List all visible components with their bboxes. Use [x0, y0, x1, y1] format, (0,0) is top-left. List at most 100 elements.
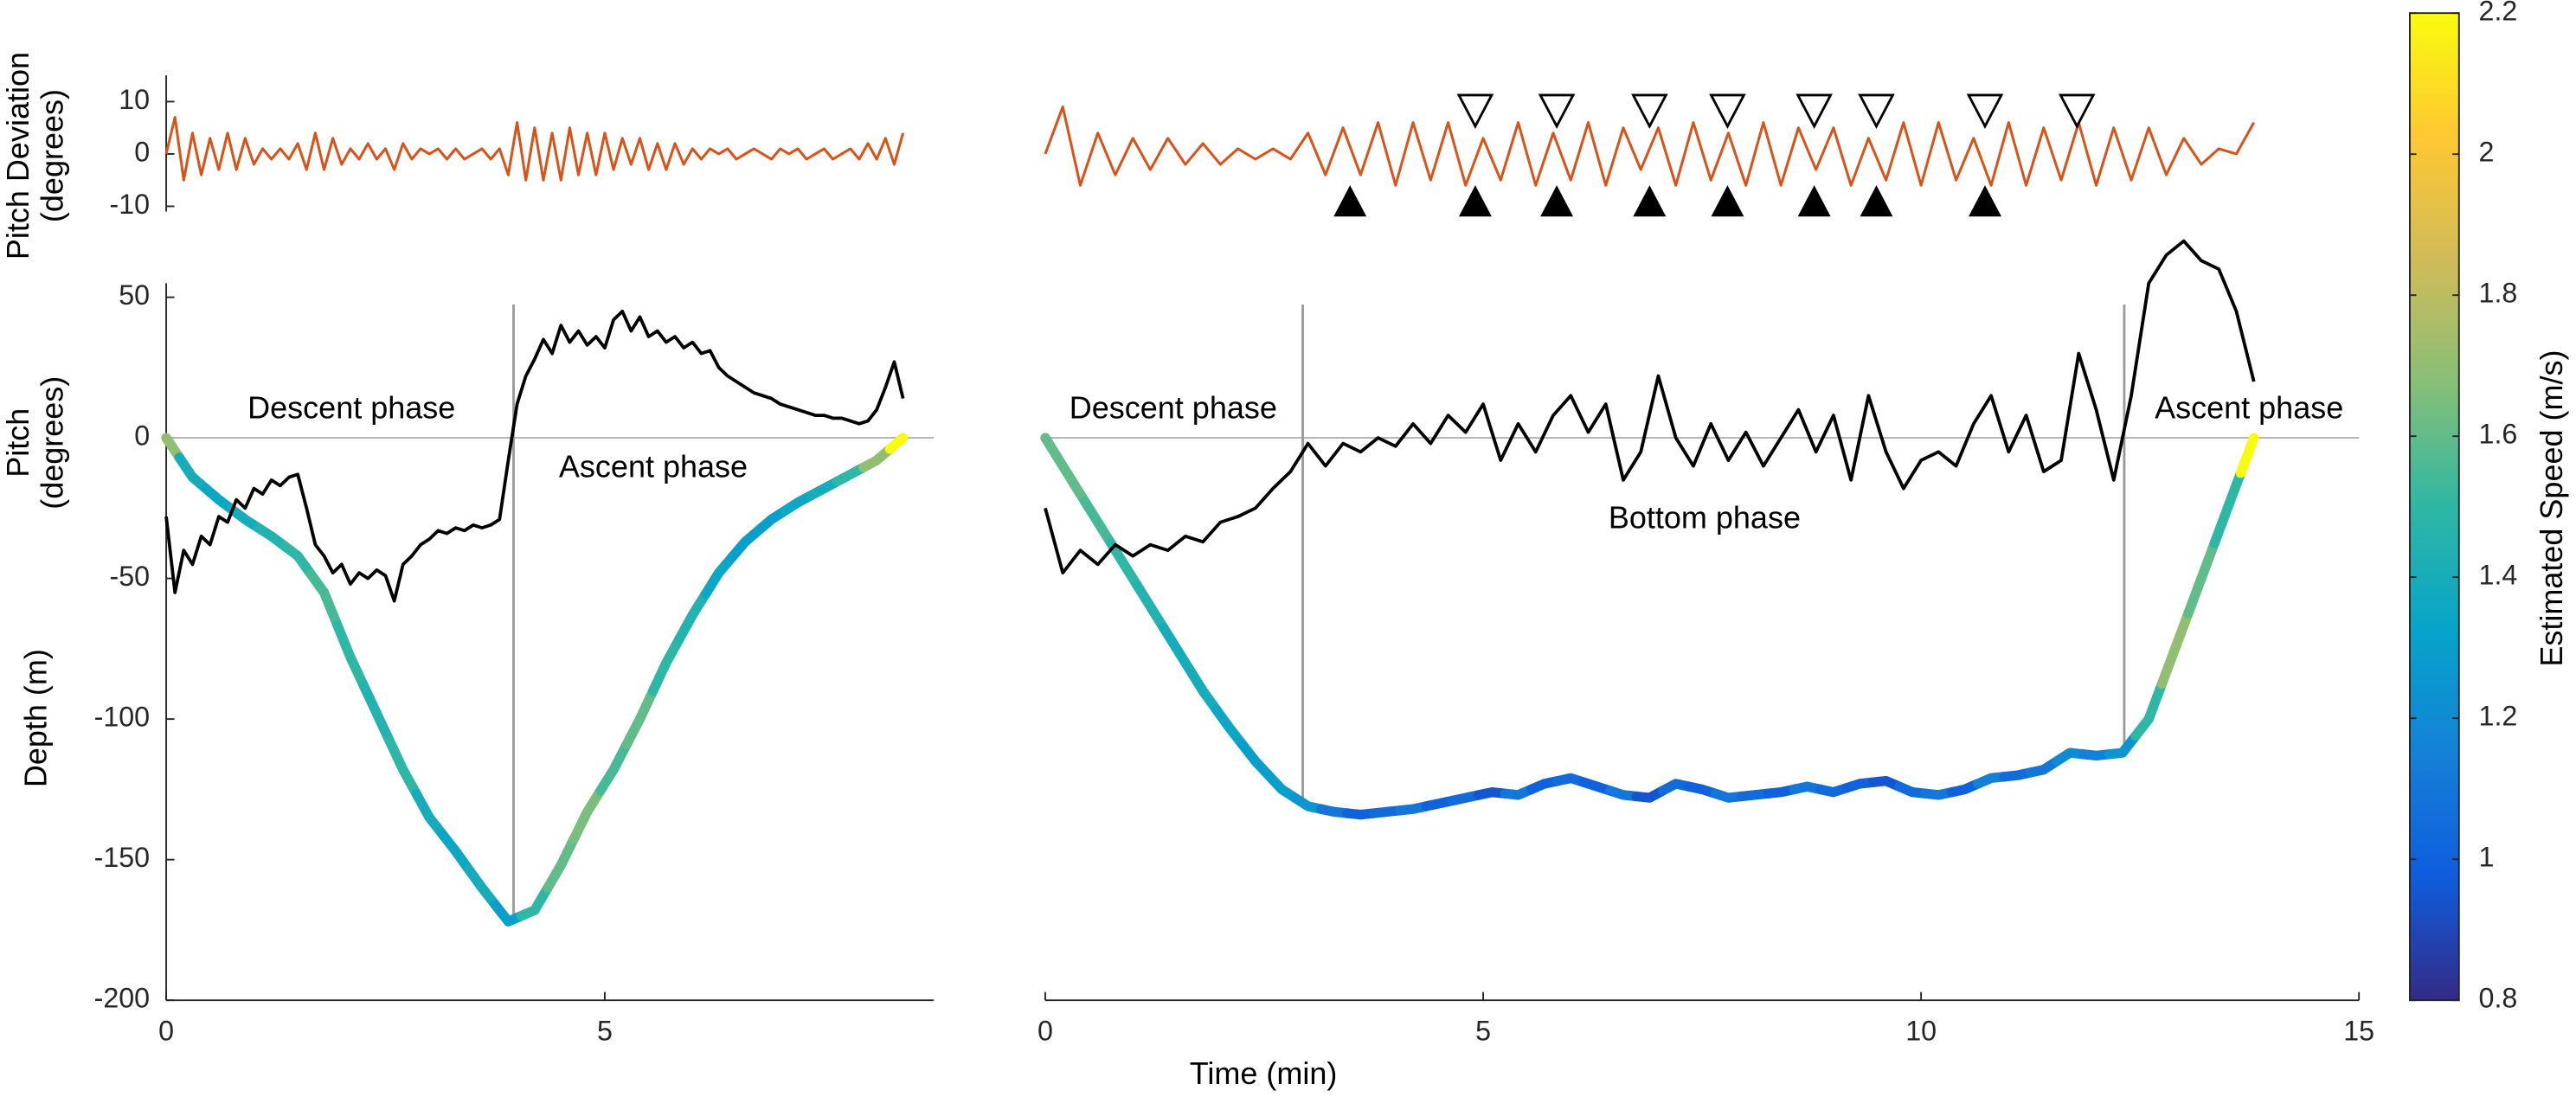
y-axis-label: Depth (m): [18, 649, 54, 787]
depth-segment: [1237, 739, 1274, 780]
depth-segment: [595, 739, 632, 796]
x-axis-label: Time (min): [1190, 1055, 1338, 1091]
x-tick-label: 15: [2343, 1016, 2374, 1047]
phase-annotation: Descent phase: [247, 389, 455, 425]
depth-segment: [384, 736, 421, 799]
depth-segment: [832, 462, 869, 487]
pitch-line: [1044, 239, 2256, 575]
event-filled-marker: [1540, 185, 1574, 217]
colorbar-tick-label: 1: [2479, 842, 2495, 873]
event-open-marker: [2058, 93, 2096, 129]
depth-segment: [569, 786, 606, 844]
depth-segment: [332, 619, 369, 690]
y-axis-label: Pitch Deviation: [0, 52, 35, 260]
event-open-marker: [1538, 93, 1576, 129]
depth-segment: [437, 829, 474, 875]
depth-segment: [253, 523, 290, 551]
depth-segment: [1158, 622, 1195, 675]
colorbar-tick-label: 0.8: [2479, 983, 2518, 1014]
pitch-line: [164, 309, 905, 603]
depth-segment: [1185, 664, 1222, 715]
depth-segment: [700, 552, 737, 600]
dev-y-tick-label: -10: [110, 189, 151, 220]
depth-segment: [884, 433, 909, 454]
depth-segment: [305, 569, 343, 630]
depth-segment: [2183, 538, 2219, 619]
colorbar: [2408, 12, 2460, 1002]
colorbar-tick-label: 2.2: [2479, 0, 2518, 27]
depth-segment: [358, 680, 395, 747]
y-tick-label: 0: [134, 420, 150, 452]
event-open-marker: [1709, 93, 1746, 129]
event-open-marker: [1858, 93, 1895, 129]
event-filled-marker: [1711, 185, 1744, 217]
depth-segment: [858, 444, 896, 472]
colorbar-tick-label: 1.8: [2479, 278, 2518, 309]
y-axis-label: Pitch: [0, 408, 35, 478]
y-tick-label: -50: [110, 561, 151, 592]
phase-annotation: Bottom phase: [1609, 499, 1801, 535]
depth-segment: [2156, 608, 2194, 690]
depth-segment: [2130, 678, 2168, 741]
depth-segment: [727, 525, 764, 562]
depth-segment: [1079, 496, 1116, 548]
depth-segment: [1211, 704, 1248, 750]
event-filled-marker: [1969, 185, 2001, 217]
depth-segment: [621, 685, 658, 750]
depth-segment: [2235, 433, 2259, 478]
x-tick-label: 5: [1475, 1016, 1491, 1047]
x-tick-label: 10: [1905, 1016, 1937, 1047]
depth-segment: [1106, 538, 1142, 591]
depth-segment: [1631, 786, 1668, 803]
event-open-marker: [1966, 93, 2004, 129]
y-axis-label: (degrees): [35, 376, 70, 510]
y-tick-label: 50: [119, 279, 150, 311]
depth-segment: [1263, 770, 1301, 803]
depth-segment: [543, 833, 580, 893]
colorbar-tick-label: 1.4: [2479, 560, 2518, 591]
depth-segment: [780, 491, 816, 516]
colorbar-label: Estimated Speed (m/s): [2534, 350, 2569, 666]
depth-segment: [174, 452, 211, 494]
depth-segment: [279, 541, 317, 580]
event-open-marker: [1456, 93, 1494, 129]
y-tick-label: -150: [94, 842, 151, 873]
y-tick-label: -100: [94, 702, 151, 733]
event-filled-marker: [1333, 185, 1367, 217]
depth-segment: [648, 633, 684, 696]
depth-segment: [674, 588, 711, 645]
event-open-marker: [1795, 93, 1833, 129]
depth-segment: [1132, 581, 1169, 633]
y-tick-label: -200: [94, 983, 151, 1014]
phase-annotation: Ascent phase: [2155, 389, 2343, 425]
depth-segment: [516, 882, 553, 921]
x-tick-label: 0: [158, 1016, 174, 1047]
y-axis-label: (degrees): [35, 89, 70, 222]
depth-segment: [806, 476, 843, 501]
dev-y-tick-label: 10: [119, 84, 150, 115]
event-filled-marker: [1633, 185, 1667, 217]
depth-segment: [227, 504, 264, 533]
depth-segment: [201, 483, 237, 515]
event-filled-marker: [1797, 185, 1831, 217]
x-tick-label: 5: [597, 1016, 613, 1047]
depth-segment: [1053, 453, 1090, 506]
colorbar-tick-label: 2: [2479, 137, 2495, 168]
dev-y-tick-label: 0: [134, 136, 150, 167]
depth-segment: [2025, 756, 2062, 778]
depth-segment: [2209, 468, 2246, 548]
depth-segment: [464, 864, 500, 910]
phase-annotation: Ascent phase: [559, 449, 748, 484]
pitch-deviation-line: [164, 116, 905, 182]
depth-segment: [2104, 730, 2141, 760]
colorbar-tick-label: 1.2: [2479, 701, 2518, 732]
event-open-marker: [1631, 93, 1668, 129]
event-filled-marker: [1860, 185, 1893, 217]
event-filled-marker: [1458, 185, 1492, 217]
pitch-deviation-line: [1044, 105, 2256, 187]
depth-segment: [753, 505, 790, 536]
phase-annotation: Descent phase: [1070, 389, 1277, 425]
